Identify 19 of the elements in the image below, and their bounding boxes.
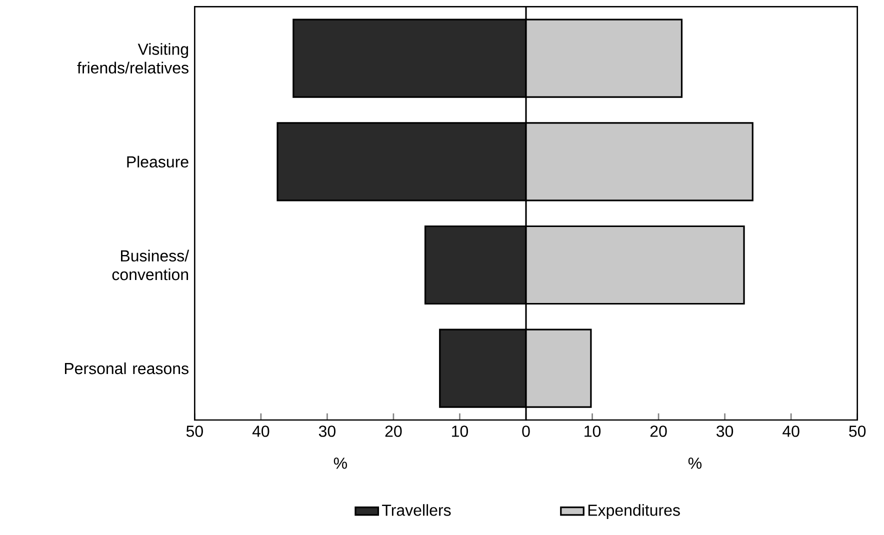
x-tick-label: 40: [252, 426, 270, 438]
y-tick-label: Visiting friends/relatives: [77, 43, 188, 74]
legend-label: Expenditures: [588, 504, 680, 520]
x-tick-label: 0: [522, 426, 530, 438]
x-tick-label: 30: [318, 426, 336, 438]
x-tick-label: 10: [584, 426, 601, 438]
y-tick-label: Pleasure: [127, 156, 188, 168]
x-axis-title: %: [334, 458, 347, 469]
y-tick-label: Business/ convention: [112, 250, 190, 280]
x-tick-label: 50: [849, 426, 866, 438]
x-tick-label: 40: [782, 426, 800, 438]
x-tick-label: 30: [716, 426, 734, 438]
x-tick-label: 50: [186, 426, 203, 438]
x-tick-label: 10: [452, 426, 468, 438]
x-axis-title: %: [688, 458, 702, 469]
x-tick-label: 20: [650, 426, 667, 438]
legend-label: Travellers: [382, 504, 451, 516]
x-tick-label: 20: [385, 426, 402, 438]
y-tick-label: Personal reasons: [64, 362, 188, 374]
